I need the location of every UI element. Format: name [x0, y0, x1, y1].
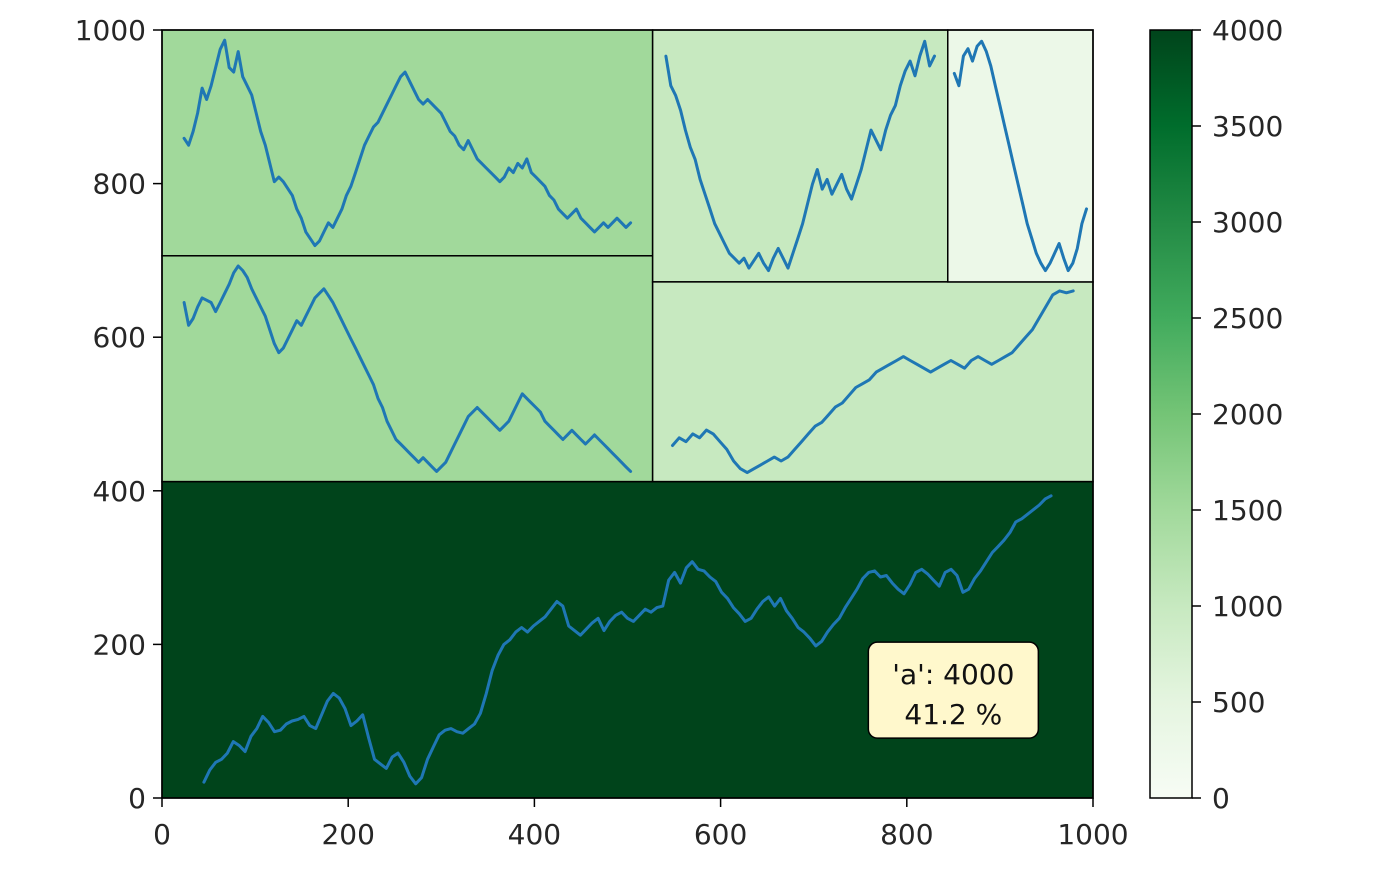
y-tick-label: 0	[128, 782, 146, 815]
annotation-box: 'a': 4000 41.2 %	[867, 641, 1040, 739]
cell-e	[651, 281, 1094, 483]
cell-f	[947, 29, 1094, 283]
annotation-line: 41.2 %	[904, 698, 1002, 731]
series-line-e	[671, 289, 1075, 475]
y-tick-label: 400	[93, 475, 146, 508]
colorbar-ticks: 0 500 1000 1500 2000 2500 3000 3500 4000	[1192, 14, 1283, 815]
colorbar-tick-label: 500	[1212, 686, 1265, 719]
cell-a	[161, 480, 1094, 799]
colorbar-tick-label: 0	[1212, 782, 1230, 815]
x-tick-label: 1000	[1057, 818, 1128, 851]
series-line-b	[182, 38, 633, 248]
colorbar-tick-label: 2500	[1212, 302, 1283, 335]
series-line-c	[182, 264, 633, 473]
x-axis: 0 200 400 600 800 1000	[153, 798, 1129, 851]
plot-frame	[161, 29, 1094, 799]
colorbar: 0 500 1000 1500 2000 2500 3000 3500 4000	[1149, 14, 1283, 815]
colorbar-tick-label: 1000	[1212, 590, 1283, 623]
annotation-line: 'a': 4000	[892, 658, 1014, 691]
colorbar-tick-label: 3000	[1212, 206, 1283, 239]
colorbar-tick-label: 4000	[1212, 14, 1283, 47]
cell-c	[161, 255, 654, 483]
annotation-frame	[867, 641, 1040, 739]
x-tick-label: 200	[321, 818, 374, 851]
series-line-f	[952, 39, 1088, 273]
x-tick-label: 400	[508, 818, 561, 851]
cell-b	[161, 29, 654, 257]
x-tick-label: 600	[694, 818, 747, 851]
colorbar-gradient	[1149, 29, 1193, 799]
x-tick-label: 800	[880, 818, 933, 851]
colorbar-tick-label: 3500	[1212, 110, 1283, 143]
cell-series-lines	[182, 38, 1088, 786]
series-line-a	[202, 494, 1053, 786]
series-line-d	[664, 39, 936, 273]
colorbar-tick-label: 2000	[1212, 398, 1283, 431]
y-tick-label: 200	[93, 628, 146, 661]
treemap-cells	[161, 29, 1094, 799]
y-tick-label: 600	[93, 321, 146, 354]
cell-d	[651, 29, 949, 283]
y-tick-label: 800	[93, 168, 146, 201]
y-tick-label: 1000	[75, 14, 146, 47]
colorbar-tick-label: 1500	[1212, 494, 1283, 527]
y-axis: 0 200 400 600 800 1000	[75, 14, 162, 815]
x-tick-label: 0	[153, 818, 171, 851]
